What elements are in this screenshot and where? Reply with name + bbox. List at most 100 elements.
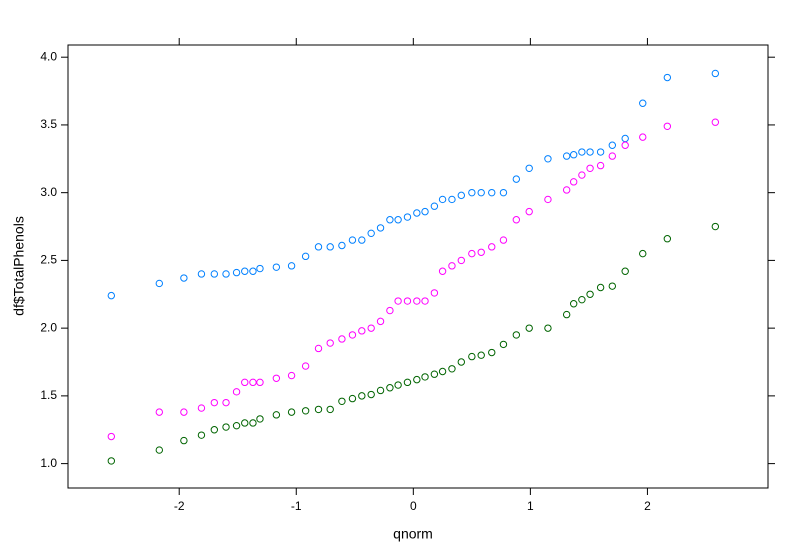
point [180,274,188,282]
point [358,392,366,400]
x-tick-label: 1 [527,499,534,513]
point [386,306,394,315]
point [621,141,629,149]
point [287,371,296,380]
point [430,202,439,210]
point [107,457,116,465]
x-tick-label: 0 [410,499,417,513]
point [232,268,241,277]
point [241,378,249,387]
point [386,216,394,224]
point [468,249,476,258]
point [448,262,456,270]
point [711,118,720,126]
point [569,178,578,186]
point [430,370,439,378]
point [512,175,521,183]
point [338,241,346,250]
point [197,431,206,439]
point [596,161,605,170]
point [477,351,485,359]
point [348,394,357,403]
point [222,398,230,407]
point [107,291,116,300]
point [222,423,230,431]
point [639,133,647,141]
point [249,419,257,427]
point [287,408,296,416]
point [457,358,466,366]
point [499,188,508,197]
point [562,186,571,194]
point [386,384,394,392]
point [358,236,366,244]
point [608,152,617,160]
point [438,267,447,275]
point [438,195,447,204]
y-axis-label: df$TotalPhenols [11,216,27,316]
point [663,73,672,82]
x-axis-label: qnorm [393,526,433,542]
point [596,148,605,156]
point [544,195,552,204]
point [197,270,206,278]
point [578,148,586,156]
point [608,282,617,290]
point [394,381,402,389]
point [525,324,533,332]
point [663,122,672,130]
point [210,270,219,278]
point [403,213,412,221]
point [394,216,402,224]
plot-frame [67,44,769,489]
point [544,155,552,163]
point [488,188,496,197]
point [210,426,219,434]
point [562,152,571,160]
point [314,344,323,353]
point [544,324,552,332]
point [512,331,521,339]
y-tick-label: 2.5 [40,253,57,267]
point [376,224,385,232]
point [180,408,188,416]
point [256,415,264,423]
point [155,279,164,288]
point [338,335,346,343]
point [438,367,447,376]
point [499,236,508,244]
point [596,283,605,292]
point [107,432,116,441]
point [256,264,264,273]
point [457,256,466,265]
point [421,207,429,216]
point [477,188,485,197]
point [562,310,571,319]
y-tick-label: 2.0 [40,320,57,334]
point [376,386,385,395]
point [272,411,281,419]
point [430,289,439,297]
x-tick-label: -2 [174,499,185,513]
x-tick-label: 2 [644,499,651,513]
point [403,378,412,387]
point [512,216,521,224]
point [468,352,476,361]
point [326,405,334,414]
point [468,188,476,197]
point [155,408,164,416]
point [256,378,264,387]
point [608,141,617,149]
point [457,191,466,200]
point [326,339,334,347]
point [249,378,257,387]
point [180,436,188,445]
point [663,235,672,243]
point [525,207,533,216]
point [525,164,533,172]
point [586,148,594,156]
y-tick-label: 3.5 [40,117,57,131]
point [272,374,281,382]
point [639,249,647,258]
